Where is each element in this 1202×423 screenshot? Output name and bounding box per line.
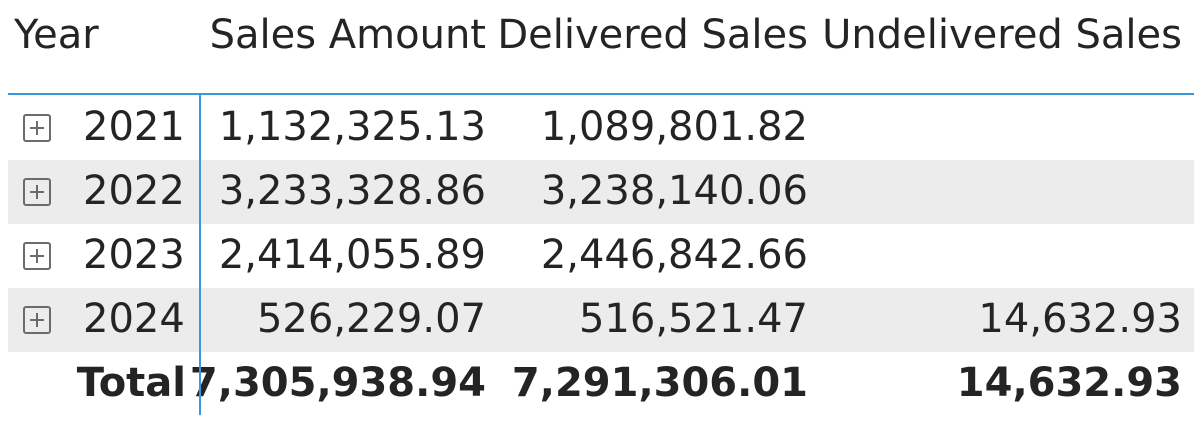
total-delivered-sales: 7,291,306.01	[511, 360, 808, 406]
cell-sales-amount: 2,414,055.89	[218, 232, 486, 278]
cell-sales-amount: 1,132,325.13	[218, 104, 486, 150]
cell-undelivered-sales: 14,632.93	[978, 296, 1182, 342]
total-label: Total	[76, 360, 186, 406]
expand-icon[interactable]	[23, 242, 51, 270]
header-divider	[8, 93, 1194, 95]
row-header-year: 2024	[83, 296, 185, 342]
header-row: Year Sales Amount Delivered Sales Undeli…	[0, 0, 1202, 70]
table-row: 2024 526,229.07 516,521.47 14,632.93	[8, 288, 1194, 352]
table-row: 2021 1,132,325.13 1,089,801.82	[8, 96, 1194, 160]
cell-delivered-sales: 516,521.47	[578, 296, 808, 342]
total-sales-amount: 7,305,938.94	[189, 360, 486, 406]
cell-delivered-sales: 1,089,801.82	[540, 104, 808, 150]
cell-sales-amount: 3,233,328.86	[218, 168, 486, 214]
cell-delivered-sales: 2,446,842.66	[540, 232, 808, 278]
row-header-divider	[199, 95, 201, 415]
cell-delivered-sales: 3,238,140.06	[540, 168, 808, 214]
cell-sales-amount: 526,229.07	[256, 296, 486, 342]
row-header-year: 2021	[83, 104, 185, 150]
row-header-year: 2023	[83, 232, 185, 278]
row-header-year: 2022	[83, 168, 185, 214]
column-header-sales-amount[interactable]: Sales Amount	[209, 12, 486, 58]
column-header-undelivered-sales[interactable]: Undelivered Sales	[822, 12, 1182, 58]
column-header-year[interactable]: Year	[14, 12, 99, 58]
expand-icon[interactable]	[23, 114, 51, 142]
total-row: Total 7,305,938.94 7,291,306.01 14,632.9…	[8, 352, 1194, 416]
column-header-delivered-sales[interactable]: Delivered Sales	[497, 12, 808, 58]
table-row: 2023 2,414,055.89 2,446,842.66	[8, 224, 1194, 288]
expand-icon[interactable]	[23, 178, 51, 206]
table-row: 2022 3,233,328.86 3,238,140.06	[8, 160, 1194, 224]
expand-icon[interactable]	[23, 306, 51, 334]
total-undelivered-sales: 14,632.93	[956, 360, 1182, 406]
